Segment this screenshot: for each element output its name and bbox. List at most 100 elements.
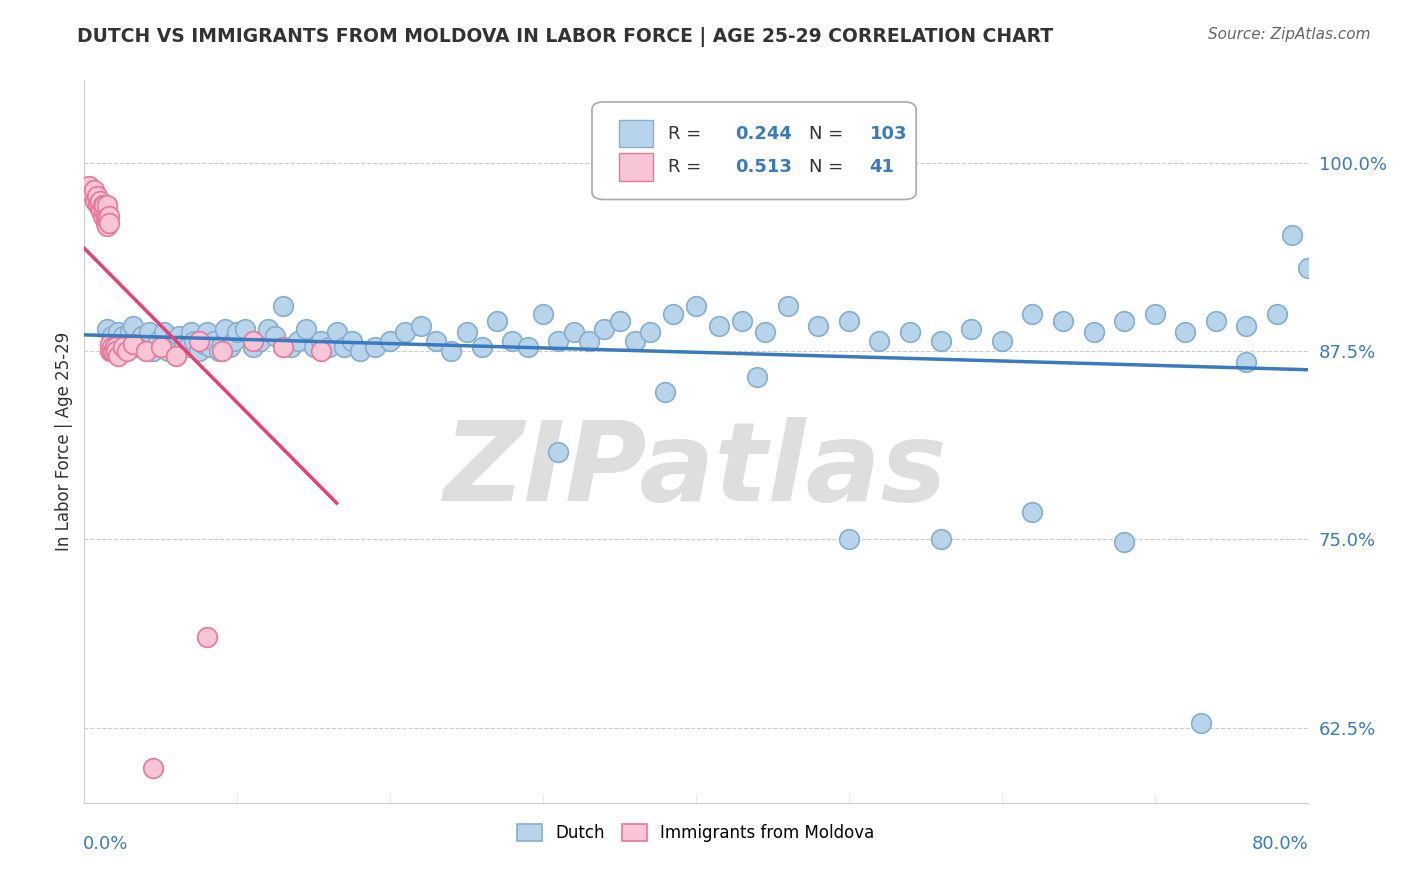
Point (208, 344, 231, 359)
Point (349, 344, 371, 359)
Point (302, 340, 325, 354)
Point (173, 336, 195, 351)
Point (96, 198, 118, 212)
Point (1205, 314, 1227, 328)
Point (394, 325, 416, 339)
Point (115, 334, 138, 348)
Point (838, 314, 860, 328)
Point (195, 630, 218, 644)
Point (654, 384, 676, 399)
Point (1296, 261, 1319, 276)
Text: 103: 103 (870, 125, 907, 143)
Point (471, 340, 494, 354)
Point (157, 344, 180, 359)
Point (111, 340, 134, 354)
Point (249, 334, 271, 348)
Point (149, 340, 172, 354)
Text: 0.244: 0.244 (735, 125, 792, 143)
Point (91, 198, 114, 212)
Point (502, 334, 524, 348)
Point (233, 321, 256, 335)
Text: ZIPatlas: ZIPatlas (444, 417, 948, 524)
Point (101, 344, 124, 359)
Point (93, 204, 115, 219)
FancyBboxPatch shape (592, 102, 917, 200)
Point (325, 325, 347, 339)
Point (84, 194, 107, 208)
Text: N =: N = (808, 158, 848, 176)
Point (242, 334, 264, 348)
Point (838, 533, 860, 547)
Point (103, 344, 125, 359)
Point (1189, 716, 1212, 731)
Point (226, 325, 249, 339)
Point (807, 318, 830, 333)
Point (115, 344, 138, 359)
Point (167, 329, 190, 343)
Point (1143, 307, 1166, 321)
Point (96, 219, 118, 234)
Point (149, 340, 172, 354)
Point (264, 329, 287, 343)
Point (685, 299, 707, 313)
Point (929, 533, 952, 547)
Point (287, 334, 309, 348)
Text: 0.0%: 0.0% (83, 835, 128, 854)
Point (486, 314, 509, 328)
Point (105, 344, 128, 359)
Point (380, 334, 402, 348)
Point (218, 340, 240, 354)
Point (94, 216, 117, 230)
Point (662, 307, 685, 321)
Point (98, 336, 121, 351)
Point (409, 318, 432, 333)
Point (1021, 505, 1043, 519)
Point (142, 761, 165, 775)
Point (747, 369, 769, 384)
Point (107, 349, 129, 363)
Point (135, 336, 157, 351)
Point (593, 321, 616, 335)
Point (188, 334, 211, 348)
Point (83, 183, 105, 197)
Point (318, 340, 340, 354)
Point (89, 194, 111, 208)
Point (425, 334, 447, 348)
Point (1083, 325, 1105, 339)
Point (146, 334, 169, 348)
Point (1174, 325, 1197, 339)
Point (91, 209, 114, 223)
Point (97, 209, 120, 223)
Legend: Dutch, Immigrants from Moldova: Dutch, Immigrants from Moldova (510, 817, 882, 848)
Point (1021, 307, 1043, 321)
Text: 0.513: 0.513 (735, 158, 792, 176)
Point (96, 321, 118, 335)
Point (280, 340, 302, 354)
Point (77, 178, 100, 193)
Point (869, 334, 891, 348)
Point (242, 340, 264, 354)
Point (1236, 355, 1258, 369)
Point (104, 336, 127, 351)
Point (96, 209, 118, 223)
Point (107, 325, 129, 339)
Point (271, 340, 294, 354)
Text: N =: N = (808, 125, 848, 143)
Point (547, 445, 569, 459)
Point (516, 340, 538, 354)
Point (707, 318, 730, 333)
Bar (619, 120, 654, 147)
Point (333, 340, 356, 354)
Point (193, 336, 215, 351)
Point (122, 318, 145, 333)
Point (960, 321, 983, 335)
Point (211, 336, 233, 351)
Point (562, 325, 585, 339)
Point (929, 334, 952, 348)
Y-axis label: In Labor Force | Age 25-29: In Labor Force | Age 25-29 (55, 332, 73, 551)
Point (87, 198, 110, 212)
Point (165, 349, 187, 363)
Text: R =: R = (668, 125, 707, 143)
Text: Source: ZipAtlas.com: Source: ZipAtlas.com (1208, 27, 1371, 42)
Bar (619, 153, 654, 181)
